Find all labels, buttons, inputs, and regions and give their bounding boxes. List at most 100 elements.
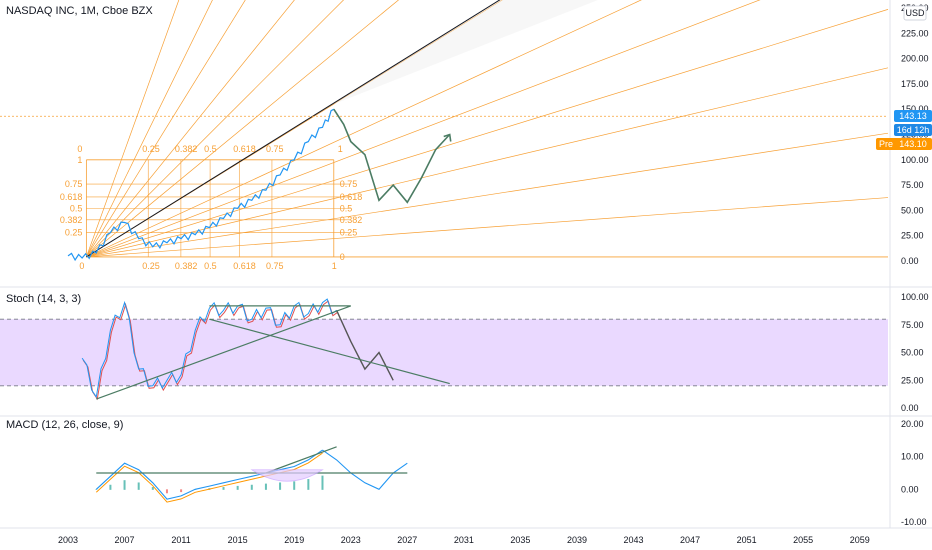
- price-line: [67, 108, 335, 262]
- fib-fan-shade: [333, 0, 598, 105]
- countdown-tag: 16d 12h: [894, 124, 932, 136]
- macd-histogram-bar: [236, 485, 239, 490]
- fib-fan-ray: [86, 0, 400, 258]
- pre-market-tag: Pre 143.10: [876, 138, 932, 150]
- fib-bottom-label: 0.382: [175, 261, 198, 271]
- fib-bottom-label: 0.25: [142, 261, 160, 271]
- time-tick-label: 2055: [793, 535, 813, 545]
- macd-histogram-bar: [321, 475, 324, 490]
- time-tick-label: 2011: [171, 535, 190, 545]
- fib-fan-ray: [86, 0, 761, 258]
- price-tick-label: 75.00: [901, 180, 924, 190]
- time-tick-label: 2031: [454, 535, 474, 545]
- fib-corner-label: 0: [79, 261, 84, 271]
- last-price: 143.13: [899, 111, 927, 121]
- chart-title: NASDAQ INC, 1M, Cboe BZX: [6, 5, 153, 17]
- fib-left-label: 0.382: [60, 215, 83, 225]
- fib-bottom-label: 0.5: [204, 261, 217, 271]
- time-tick-label: 2003: [58, 535, 78, 545]
- fib-fan-ray: [86, 0, 344, 258]
- fib-right-label: 0.5: [340, 203, 353, 213]
- fib-fan-ray: [86, 197, 889, 258]
- price-tick-label: 175.00: [901, 79, 929, 89]
- macd-histogram-bar: [137, 482, 140, 490]
- fib-top-label: 0.382: [175, 144, 198, 154]
- trend-line-path: [86, 0, 501, 258]
- fib-corner-label: 1: [77, 155, 82, 165]
- price-tick-label: 150.00: [901, 104, 929, 114]
- macd-tick-label: 0.00: [901, 484, 919, 494]
- time-tick-label: 2059: [850, 535, 870, 545]
- fib-left-label: 0.5: [70, 203, 83, 213]
- time-tick-label: 2043: [624, 535, 644, 545]
- pre-label: Pre: [879, 139, 893, 149]
- macd-tick-label: 10.00: [901, 452, 924, 462]
- time-tick-label: 2007: [115, 535, 135, 545]
- price-tick-label: 50.00: [901, 205, 924, 215]
- price-tick-label: 25.00: [901, 231, 924, 241]
- macd-label: MACD (12, 26, close, 9): [6, 419, 123, 431]
- projection-arrow: [443, 133, 452, 142]
- macd-histogram-bar: [293, 481, 296, 490]
- stoch-tick-label: 100.00: [901, 292, 929, 302]
- fib-bottom-label: 0.75: [266, 261, 284, 271]
- price-tick-label: 200.00: [901, 54, 929, 64]
- macd-histogram-bar: [109, 484, 112, 490]
- fib-fan-ray: [86, 0, 295, 258]
- fib-bottom-label: 0.618: [233, 261, 256, 271]
- time-tick-label: 2039: [567, 535, 587, 545]
- macd-histogram-bar: [264, 483, 267, 490]
- stoch-projection: [335, 310, 394, 381]
- macd-cup-shape: [250, 469, 324, 482]
- fib-top-label: 0.75: [266, 144, 284, 154]
- price-tick-label: 100.00: [901, 155, 929, 165]
- stoch-tick-label: 75.00: [901, 320, 924, 330]
- fib-fan-ray: [86, 132, 889, 258]
- stoch-series: [0, 298, 888, 401]
- fib-right-label: 0.25: [340, 228, 358, 238]
- fib-fan-ray: [86, 67, 889, 258]
- fib-right-label: 0.382: [340, 215, 363, 225]
- macd-histogram-bar: [250, 484, 253, 490]
- stoch-trend-up: [96, 305, 351, 400]
- price-tick-label: 225.00: [901, 28, 929, 38]
- macd-histogram-bar: [279, 482, 282, 490]
- stoch-tick-label: 0.00: [901, 403, 919, 413]
- currency-button[interactable]: [903, 5, 927, 21]
- fib-fan-ray: [86, 0, 246, 258]
- macd-histogram-bar: [307, 479, 310, 490]
- time-axis[interactable]: 2003 2007 2011 2015 2019 2023 2027 2031 2035 2039…: [58, 535, 870, 545]
- fib-corner-label: 1: [332, 261, 337, 271]
- time-tick-label: 2035: [510, 535, 530, 545]
- pre-value: 143.10: [899, 139, 927, 149]
- stoch-axis[interactable]: 0.00 25.00 50.00 75.00 100.00: [901, 292, 929, 413]
- price-series: [67, 108, 452, 262]
- macd-wedge-line: [265, 446, 337, 474]
- projection-line: [333, 108, 451, 204]
- time-tick-label: 2027: [397, 535, 417, 545]
- macd-histogram-bar: [180, 489, 183, 493]
- time-tick-label: 2051: [737, 535, 757, 545]
- fib-corner-label: 0: [340, 252, 345, 262]
- stoch-tick-label: 50.00: [901, 348, 924, 358]
- fib-right-label: 0.75: [340, 179, 358, 189]
- fib-left-label: 0.25: [65, 228, 83, 238]
- time-tick-label: 2015: [228, 535, 248, 545]
- last-price-tag: 143.13: [894, 110, 932, 122]
- fib-top-label: 0.5: [204, 144, 217, 154]
- macd-histogram-bar: [165, 489, 168, 494]
- countdown: 16d 12h: [897, 125, 930, 135]
- macd-histogram-bar: [123, 480, 126, 490]
- macd-histogram-bar: [222, 487, 225, 490]
- stoch-tick-label: 25.00: [901, 375, 924, 385]
- macd-histogram-bar: [95, 489, 98, 490]
- fib-top-label: 0.25: [142, 144, 160, 154]
- macd-series: [95, 446, 408, 503]
- macd-axis[interactable]: -10.00 0.00 10.00 20.00: [901, 419, 927, 527]
- macd-tick-label: -10.00: [901, 517, 927, 527]
- trend-line[interactable]: [0, 0, 888, 258]
- fib-left-label: 0.618: [60, 192, 83, 202]
